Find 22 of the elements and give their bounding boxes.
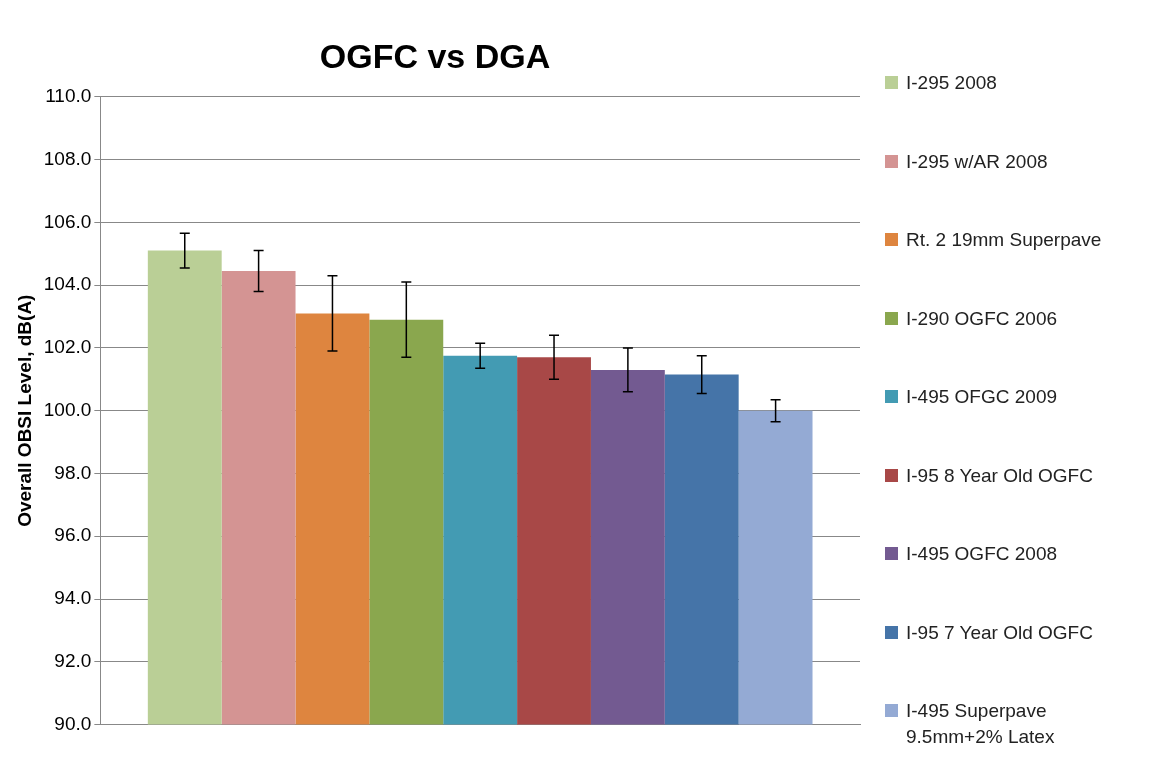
y-tick-label: 100.0 (43, 398, 92, 420)
y-tick-label: 98.0 (54, 461, 92, 483)
legend-label: I-290 OGFC 2006 (906, 306, 1058, 331)
y-tick-label: 96.0 (54, 524, 92, 546)
legend-label: Rt. 2 19mm Superpave (906, 228, 1102, 252)
y-tick-label: 106.0 (43, 210, 92, 232)
y-tick-label: 102.0 (43, 336, 92, 358)
y-tick-label: 92.0 (54, 650, 92, 672)
y-tick-label: 94.0 (54, 587, 92, 609)
legend-label: I-295 2008 (906, 71, 997, 95)
y-tick-label: 104.0 (43, 273, 92, 295)
y-axis-title: Overall OBSI Level, dB(A) (13, 294, 35, 527)
legend-label: I-295 w/AR 2008 (906, 149, 1048, 174)
y-tick-label: 108.0 (43, 147, 92, 169)
chart-title: OGFC vs DGA (319, 36, 551, 75)
y-tick-label: 90.0 (54, 712, 92, 734)
legend-label: I-95 7 Year Old OGFC (906, 620, 1093, 645)
legend-label: I-95 8 Year Old OGFC (906, 463, 1093, 488)
legend-label: I-495 OGFC 2008 (906, 542, 1058, 566)
legend-label: I-495 OFGC 2009 (906, 385, 1058, 409)
y-tick-label: 110.0 (45, 85, 92, 107)
legend-label: I-495 Superpave 9.5mm+2% Latex (906, 699, 1056, 749)
